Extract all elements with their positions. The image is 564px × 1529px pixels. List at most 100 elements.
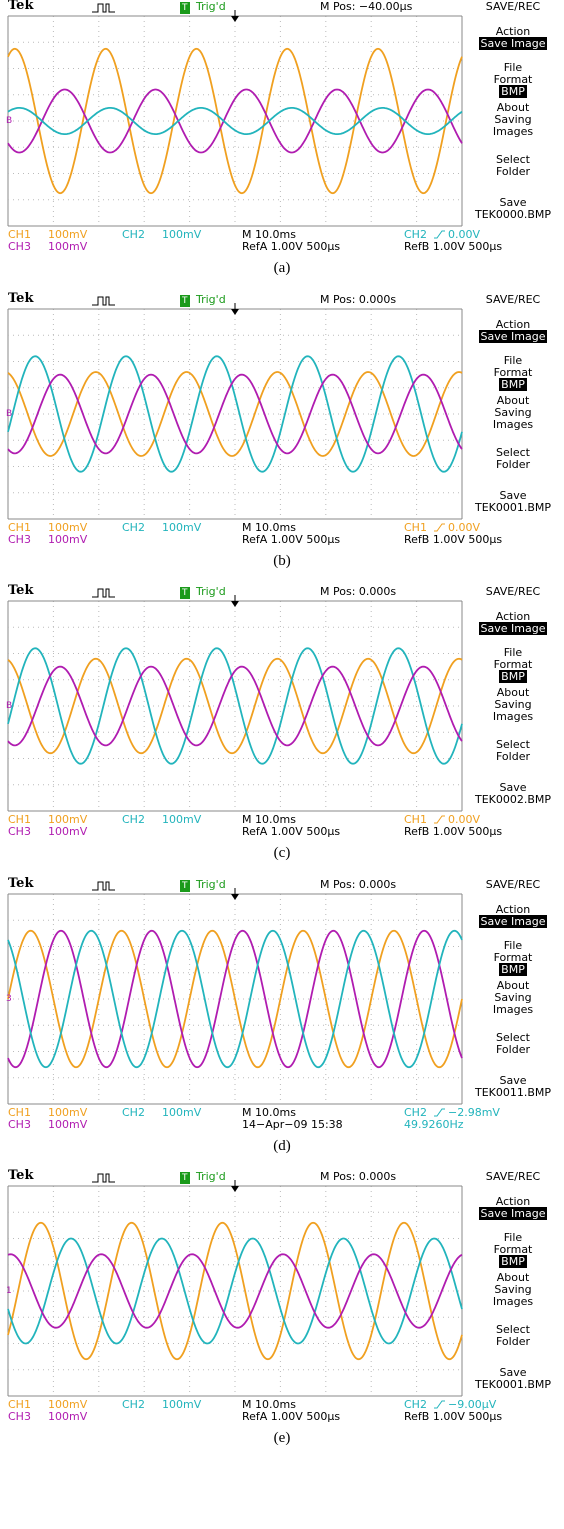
trigger-state: Trig'd: [196, 294, 226, 306]
brand: Tek: [8, 878, 33, 890]
caption: (c): [0, 845, 564, 861]
trigger-level: 0.00V: [448, 522, 480, 534]
trigger-arrow: [231, 309, 239, 315]
menu-value[interactable]: BMP: [499, 963, 527, 976]
menu-label: About: [462, 980, 564, 992]
position: M Pos: 0.000s: [320, 1171, 396, 1183]
menu-label: Images: [462, 126, 564, 138]
menu-label: File: [462, 940, 564, 952]
menu-value[interactable]: Save Image: [479, 330, 548, 343]
acq-icon: [92, 4, 115, 12]
menu-label: Images: [462, 711, 564, 723]
menu-label: Folder: [462, 1336, 564, 1348]
menu-label: Select: [462, 447, 564, 459]
menu-value[interactable]: TEK0002.BMP: [475, 793, 551, 806]
menu-label: About: [462, 395, 564, 407]
menu-label: Folder: [462, 459, 564, 471]
footer-center: RefA 1.00V 500µs: [242, 534, 340, 546]
footer-right: RefB 1.00V 500µs: [404, 826, 502, 838]
menu-label: File: [462, 355, 564, 367]
menu-value[interactable]: TEK0001.BMP: [475, 501, 551, 514]
channel-scale: 100mV: [48, 534, 87, 546]
menu-label: Images: [462, 419, 564, 431]
ground-marker: B: [6, 115, 12, 127]
acq-icon: [92, 882, 115, 890]
trigger-badge: T: [180, 1172, 190, 1184]
menu-value[interactable]: BMP: [499, 1255, 527, 1268]
caption: (b): [0, 553, 564, 569]
channel-name: CH3: [8, 241, 31, 253]
position: M Pos: −40.00µs: [320, 1, 412, 13]
menu-value-box: Save Image: [462, 38, 564, 50]
menu-title: SAVE/REC: [462, 879, 564, 891]
menu-value-box: Save Image: [462, 331, 564, 343]
footer-right: RefB 1.00V 500µs: [404, 1411, 502, 1423]
channel-scale: 100mV: [48, 826, 87, 838]
caption: (d): [0, 1138, 564, 1154]
menu-value[interactable]: Save Image: [479, 1207, 548, 1220]
menu-value[interactable]: TEK0011.BMP: [475, 1086, 551, 1099]
timebase: M 10.0ms: [242, 522, 296, 534]
menu-title: SAVE/REC: [462, 1, 564, 13]
menu-value-box: BMP: [462, 379, 564, 391]
trigger-badge: T: [180, 295, 190, 307]
position: M Pos: 0.000s: [320, 586, 396, 598]
brand: Tek: [8, 1170, 33, 1182]
menu-value[interactable]: BMP: [499, 670, 527, 683]
channel-name: CH3: [8, 826, 31, 838]
channel-scale: 100mV: [162, 1107, 201, 1119]
channel-scale: 100mV: [162, 522, 201, 534]
menu-title: SAVE/REC: [462, 294, 564, 306]
menu-label: Saving: [462, 407, 564, 419]
acq-icon: [92, 1174, 115, 1182]
channel-scale: 100mV: [162, 814, 201, 826]
menu-value[interactable]: BMP: [499, 378, 527, 391]
menu-value[interactable]: Save Image: [479, 915, 548, 928]
scope-panel: TekTTrig'dM Pos: −40.00µsSAVE/RECActionS…: [0, 0, 564, 292]
trigger-arrow: [231, 894, 239, 900]
brand: Tek: [8, 293, 33, 305]
scope-panel: TekTTrig'dM Pos: 0.000sSAVE/RECActionSav…: [0, 293, 564, 585]
menu-value-box: Save Image: [462, 623, 564, 635]
caption: (e): [0, 1430, 564, 1446]
menu-value[interactable]: TEK0000.BMP: [475, 208, 551, 221]
trigger-badge: T: [180, 587, 190, 599]
channel-scale: 100mV: [162, 1399, 201, 1411]
menu-value-box: Save Image: [462, 1208, 564, 1220]
menu-label: Images: [462, 1004, 564, 1016]
menu-value[interactable]: Save Image: [479, 37, 548, 50]
channel-name: CH3: [8, 1119, 31, 1131]
channel-scale: 100mV: [48, 1411, 87, 1423]
trigger-badge: T: [180, 880, 190, 892]
channel-name: CH3: [8, 534, 31, 546]
trigger-source: CH2: [404, 1107, 427, 1119]
footer-center: RefA 1.00V 500µs: [242, 241, 340, 253]
menu-label: Action: [462, 904, 564, 916]
menu-value-box: TEK0001.BMP: [462, 502, 564, 514]
menu-label: Folder: [462, 751, 564, 763]
menu-value-box: TEK0011.BMP: [462, 1087, 564, 1099]
footer-center: 14−Apr−09 15:38: [242, 1119, 343, 1131]
brand: Tek: [8, 0, 33, 12]
menu-value-box: BMP: [462, 86, 564, 98]
menu-value[interactable]: BMP: [499, 85, 527, 98]
menu-value-box: BMP: [462, 964, 564, 976]
timebase: M 10.0ms: [242, 1107, 296, 1119]
ground-marker: 1: [6, 1285, 12, 1297]
menu-value-box: Save Image: [462, 916, 564, 928]
menu-value-box: TEK0001.BMP: [462, 1379, 564, 1391]
trigger-state: Trig'd: [196, 586, 226, 598]
menu-value[interactable]: TEK0001.BMP: [475, 1378, 551, 1391]
acq-icon: [92, 297, 115, 305]
menu-value-box: TEK0000.BMP: [462, 209, 564, 221]
channel-name: CH3: [8, 1411, 31, 1423]
menu-value-box: BMP: [462, 671, 564, 683]
trigger-slope: [434, 524, 445, 531]
trigger-arrow: [231, 601, 239, 607]
footer-center: RefA 1.00V 500µs: [242, 826, 340, 838]
trigger-state: Trig'd: [196, 1, 226, 13]
trigger-slope: [434, 816, 445, 823]
menu-value[interactable]: Save Image: [479, 622, 548, 635]
